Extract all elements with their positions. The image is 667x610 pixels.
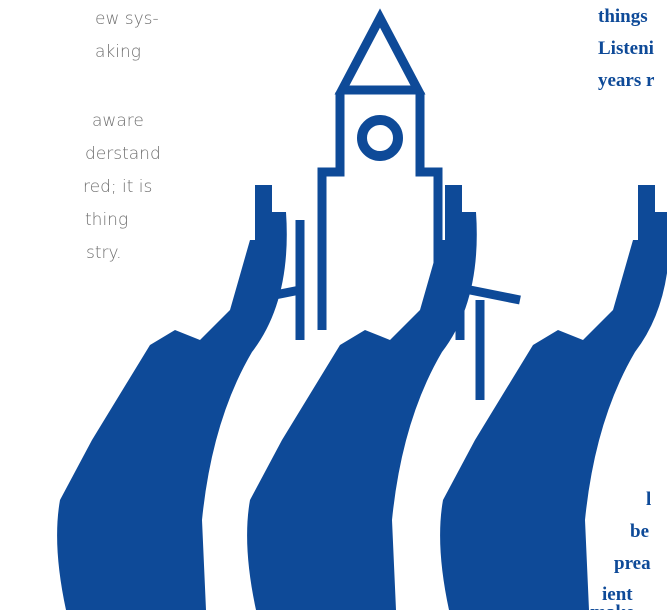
text-line: ew sys- (95, 9, 159, 29)
text-line: make (590, 602, 634, 610)
text-line: l (646, 489, 651, 510)
right-top-text: things Listeni years r (598, 6, 655, 91)
text-line: thing (85, 210, 128, 230)
right-bottom-text: l be prea ient make (590, 489, 651, 610)
text-line: stry. (86, 243, 122, 263)
text-line: be (630, 521, 649, 542)
hands (57, 185, 667, 610)
text-line: things (598, 6, 648, 27)
illustration (57, 8, 667, 610)
text-line: red; it is (83, 177, 152, 197)
text-line: prea (614, 553, 651, 574)
text-line: derstand (85, 144, 161, 164)
text-line: ient (602, 584, 633, 605)
text-line: years r (598, 70, 655, 91)
text-line: Listeni (598, 38, 654, 59)
text-line: aware (92, 111, 144, 131)
left-text: ew sys- aking aware derstand red; it is … (83, 9, 161, 263)
text-line: aking (95, 42, 141, 62)
